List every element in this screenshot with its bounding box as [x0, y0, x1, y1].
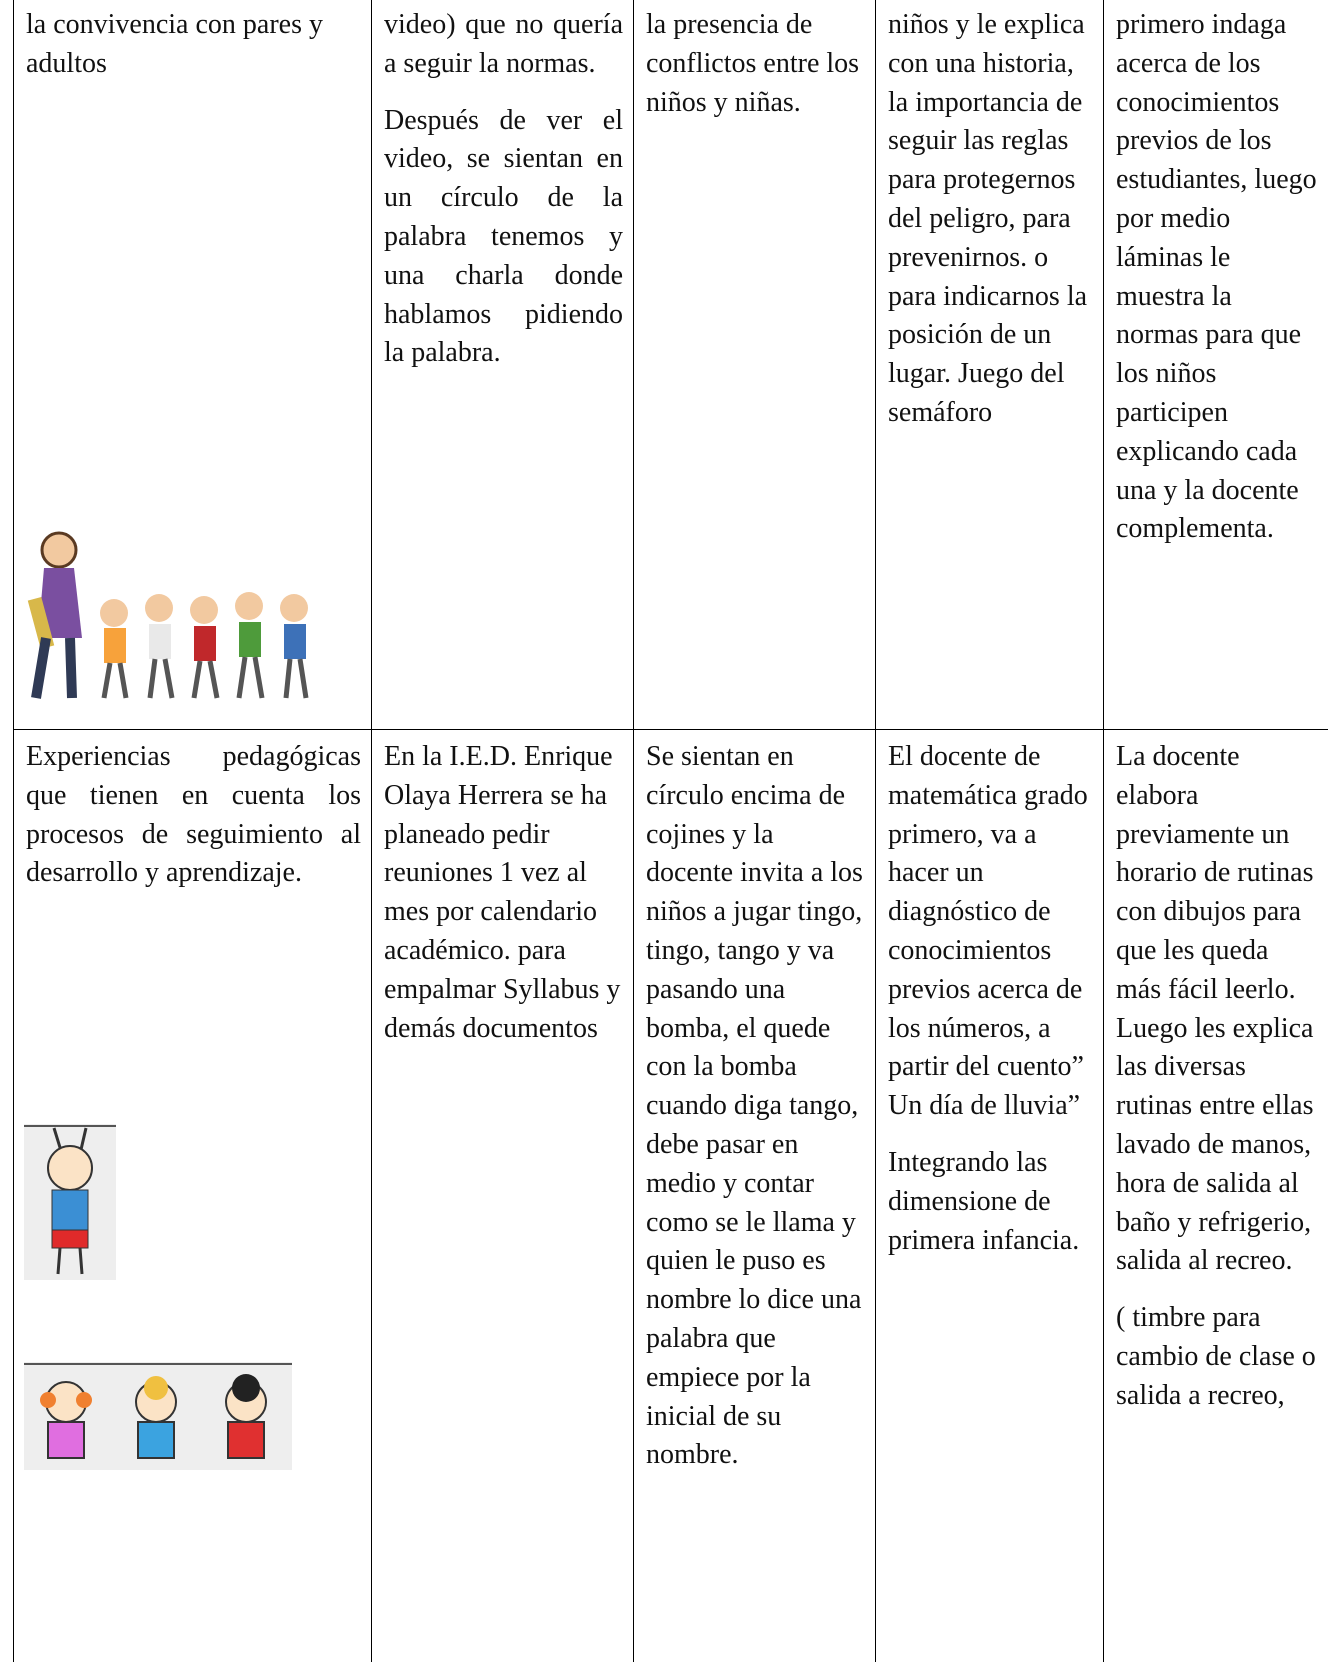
cell-text: Después de ver el video, se sientan en u… [384, 102, 623, 374]
cell-text: video) que no quería a seguir la normas. [384, 6, 623, 84]
cell-text: El docente de matemática grado primero, … [888, 738, 1093, 1126]
table-cell: En la I.E.D. Enrique Olaya Herrera se ha… [372, 730, 634, 1662]
table-row: la convivencia con pares y adultos video… [14, 0, 1328, 730]
table-cell: la convivencia con pares y adultos [14, 0, 372, 730]
table-cell: La docente elabora previamente un horari… [1104, 730, 1328, 1662]
teacher-children-illustration [24, 528, 324, 708]
table-cell: Se sientan en círculo encima de cojines … [634, 730, 876, 1662]
cell-text: Integrando las dimensione de primera inf… [888, 1144, 1093, 1260]
table-cell: la presencia de conflictos entre los niñ… [634, 0, 876, 730]
cell-text: En la I.E.D. Enrique Olaya Herrera se ha… [384, 738, 623, 1048]
cell-text: la presencia de conflictos entre los niñ… [646, 6, 865, 122]
document-table: la convivencia con pares y adultos video… [13, 0, 1328, 1662]
cell-text: Experiencias pedagógicas que tienen en c… [26, 738, 361, 893]
table-cell: Experiencias pedagógicas que tienen en c… [14, 730, 372, 1662]
table-cell: primero indaga acerca de los conocimient… [1104, 0, 1328, 730]
cell-text: niños y le explica con una historia, la … [888, 6, 1093, 433]
table-cell: video) que no quería a seguir la normas.… [372, 0, 634, 730]
cell-text: La docente elabora previamente un horari… [1116, 738, 1319, 1281]
hanging-boy-illustration [24, 1124, 116, 1280]
table-cell: niños y le explica con una historia, la … [876, 0, 1104, 730]
cell-text: la convivencia con pares y adultos [26, 6, 361, 84]
cell-text: primero indaga acerca de los conocimient… [1116, 6, 1319, 549]
table-row: Experiencias pedagógicas que tienen en c… [14, 730, 1328, 1662]
hanging-children-illustration [24, 1362, 292, 1470]
table-cell: El docente de matemática grado primero, … [876, 730, 1104, 1662]
cell-text: Se sientan en círculo encima de cojines … [646, 738, 865, 1475]
cell-text: ( timbre para cambio de clase o salida a… [1116, 1299, 1319, 1415]
